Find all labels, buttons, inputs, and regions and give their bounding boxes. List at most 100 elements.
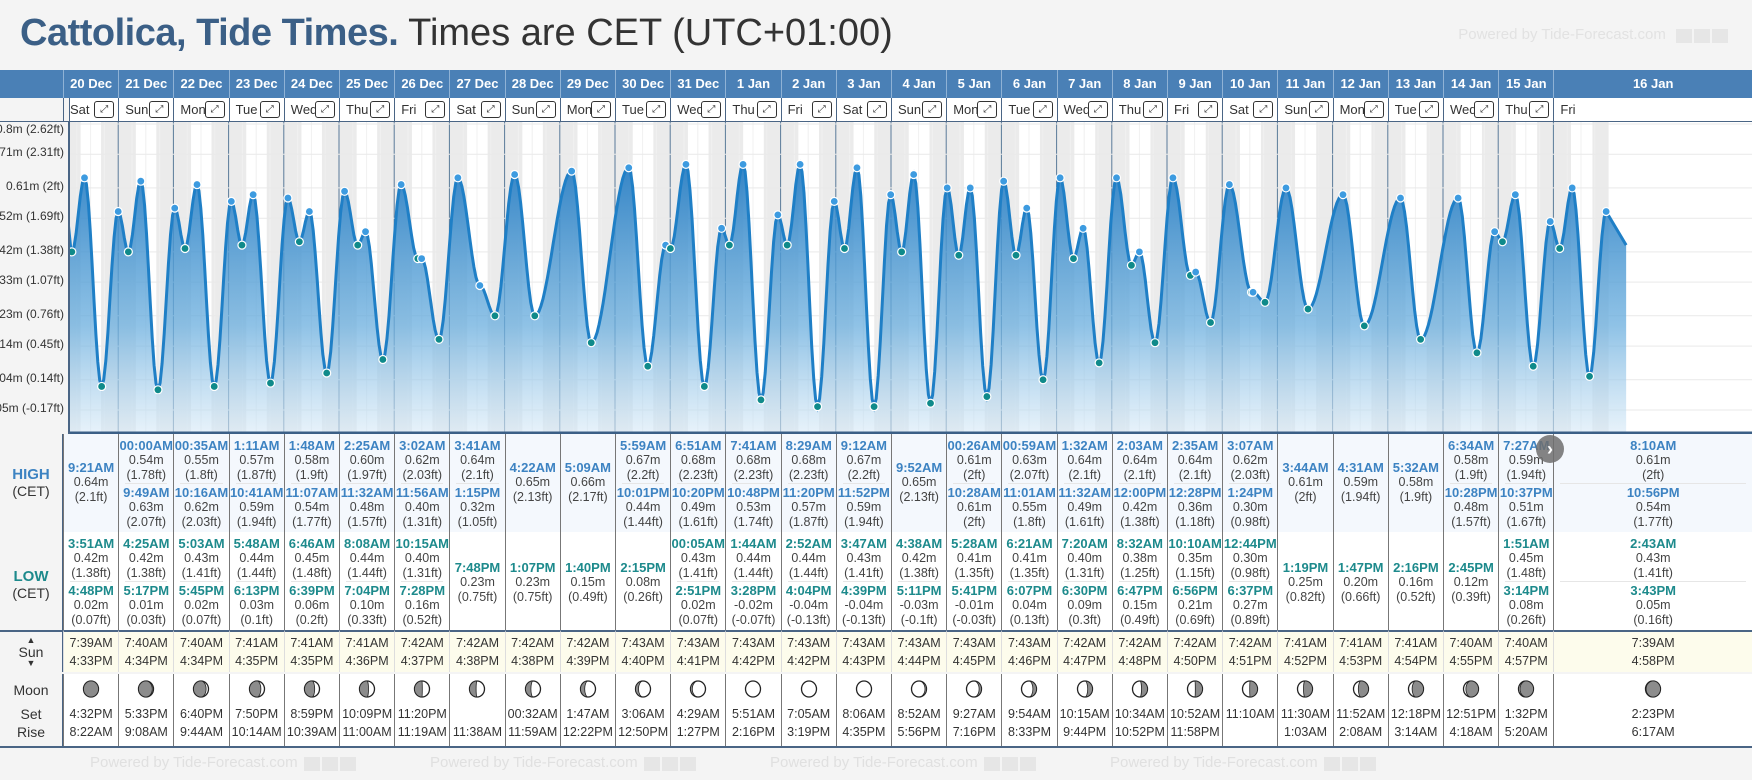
low-tide-point[interactable] [180,243,190,254]
powered-by-link[interactable]: Powered by Tide-Forecast.com [1458,26,1730,44]
low-tide-point[interactable] [294,237,304,247]
expand-day-icon[interactable]: ⤢ [149,101,170,118]
high-tide-point[interactable] [283,193,293,203]
low-tide-point[interactable] [812,402,823,412]
expand-day-icon[interactable]: ⤢ [94,101,115,118]
low-tide-point[interactable] [925,398,936,408]
high-tide-point[interactable] [1248,287,1258,297]
high-tide-point[interactable] [999,176,1009,186]
high-tide-point[interactable] [170,203,180,213]
low-tide-point[interactable] [724,240,734,250]
high-tide-point[interactable] [1078,223,1088,233]
low-tide-point[interactable] [237,240,247,250]
high-tide-point[interactable] [942,183,952,193]
high-tide-point[interactable] [965,183,975,193]
low-tide-point[interactable] [209,381,219,392]
expand-day-icon[interactable]: ⤢ [204,101,225,118]
high-tide-point[interactable] [829,196,839,206]
high-tide-point[interactable] [79,173,90,183]
expand-day-icon[interactable]: ⤢ [1363,101,1384,118]
low-tide-point[interactable] [1303,304,1313,314]
low-tide-point[interactable] [153,385,163,395]
high-tide-point[interactable] [113,206,123,217]
low-tide-point[interactable] [869,402,879,412]
expand-day-icon[interactable]: ⤢ [646,101,667,118]
low-tide-point[interactable] [265,378,276,388]
expand-day-icon[interactable]: ⤢ [425,101,446,118]
low-tide-point[interactable] [1205,317,1216,328]
high-tide-point[interactable] [360,227,371,237]
high-tide-point[interactable] [1168,173,1178,183]
low-tide-point[interactable] [434,334,444,344]
low-tide-point[interactable] [1416,334,1426,344]
high-tide-point[interactable] [1510,190,1520,200]
expand-day-icon[interactable]: ⤢ [977,101,998,118]
expand-day-icon[interactable]: ⤢ [811,101,832,118]
expand-day-icon[interactable]: ⤢ [866,101,887,118]
high-tide-point[interactable] [226,196,236,206]
low-tide-point[interactable] [123,247,133,257]
expand-day-icon[interactable]: ⤢ [1308,101,1329,118]
low-tide-point[interactable] [954,250,964,260]
high-tide-point[interactable] [1338,190,1348,200]
expand-day-icon[interactable]: ⤢ [1032,101,1053,118]
high-tide-point[interactable] [248,190,258,200]
high-tide-point[interactable] [716,223,727,233]
low-tide-point[interactable] [982,391,992,402]
high-tide-point[interactable] [510,169,520,180]
expand-day-icon[interactable]: ⤢ [1418,101,1439,118]
low-tide-point[interactable] [1126,260,1137,270]
low-tide-point[interactable] [665,243,675,254]
expand-day-icon[interactable]: ⤢ [1198,101,1219,118]
high-tide-point[interactable] [1545,216,1555,227]
expand-day-icon[interactable]: ⤢ [370,101,391,118]
low-tide-point[interactable] [756,395,766,405]
low-tide-point[interactable] [1150,338,1160,348]
high-tide-point[interactable] [738,159,748,169]
low-tide-point[interactable] [1011,250,1021,260]
high-tide-point[interactable] [1281,183,1291,193]
high-tide-point[interactable] [795,159,805,169]
high-tide-point[interactable] [339,186,350,196]
expand-day-icon[interactable]: ⤢ [1142,101,1163,118]
expand-day-icon[interactable]: ⤢ [535,101,556,118]
low-tide-point[interactable] [490,311,500,321]
low-tide-point[interactable] [1068,253,1079,264]
high-tide-point[interactable] [773,210,783,220]
low-tide-point[interactable] [1094,358,1104,368]
high-tide-point[interactable] [136,176,146,186]
high-tide-point[interactable] [453,173,463,183]
next-arrow-button[interactable]: › [1536,435,1564,463]
expand-day-icon[interactable]: ⤢ [1087,101,1108,118]
expand-day-icon[interactable]: ⤢ [259,101,280,118]
low-tide-point[interactable] [70,247,77,257]
expand-day-icon[interactable]: ⤢ [1253,101,1274,118]
low-tide-point[interactable] [839,243,850,254]
high-tide-point[interactable] [852,163,862,173]
high-tide-point[interactable] [417,253,427,264]
high-tide-point[interactable] [1490,227,1500,237]
low-tide-point[interactable] [897,247,907,257]
expand-day-icon[interactable]: ⤢ [1529,101,1550,118]
low-tide-point[interactable] [1472,348,1482,358]
high-tide-point[interactable] [1055,173,1065,183]
expand-day-icon[interactable]: ⤢ [314,101,335,118]
high-tide-point[interactable] [1191,267,1201,277]
high-tide-point[interactable] [1111,173,1122,183]
high-tide-point[interactable] [475,280,485,291]
high-tide-point[interactable] [396,179,406,190]
low-tide-point[interactable] [782,240,792,250]
low-tide-point[interactable] [1497,237,1508,247]
high-tide-point[interactable] [1453,193,1463,203]
low-tide-point[interactable] [530,311,540,321]
high-tide-point[interactable] [909,169,919,180]
high-tide-point[interactable] [1601,206,1611,217]
low-tide-point[interactable] [1584,371,1595,381]
expand-day-icon[interactable]: ⤢ [1474,101,1495,118]
high-tide-point[interactable] [304,206,314,217]
low-tide-point[interactable] [1038,375,1048,385]
expand-day-icon[interactable]: ⤢ [922,101,943,118]
low-tide-point[interactable] [1260,297,1270,307]
low-tide-point[interactable] [699,381,709,392]
low-tide-point[interactable] [586,338,596,348]
